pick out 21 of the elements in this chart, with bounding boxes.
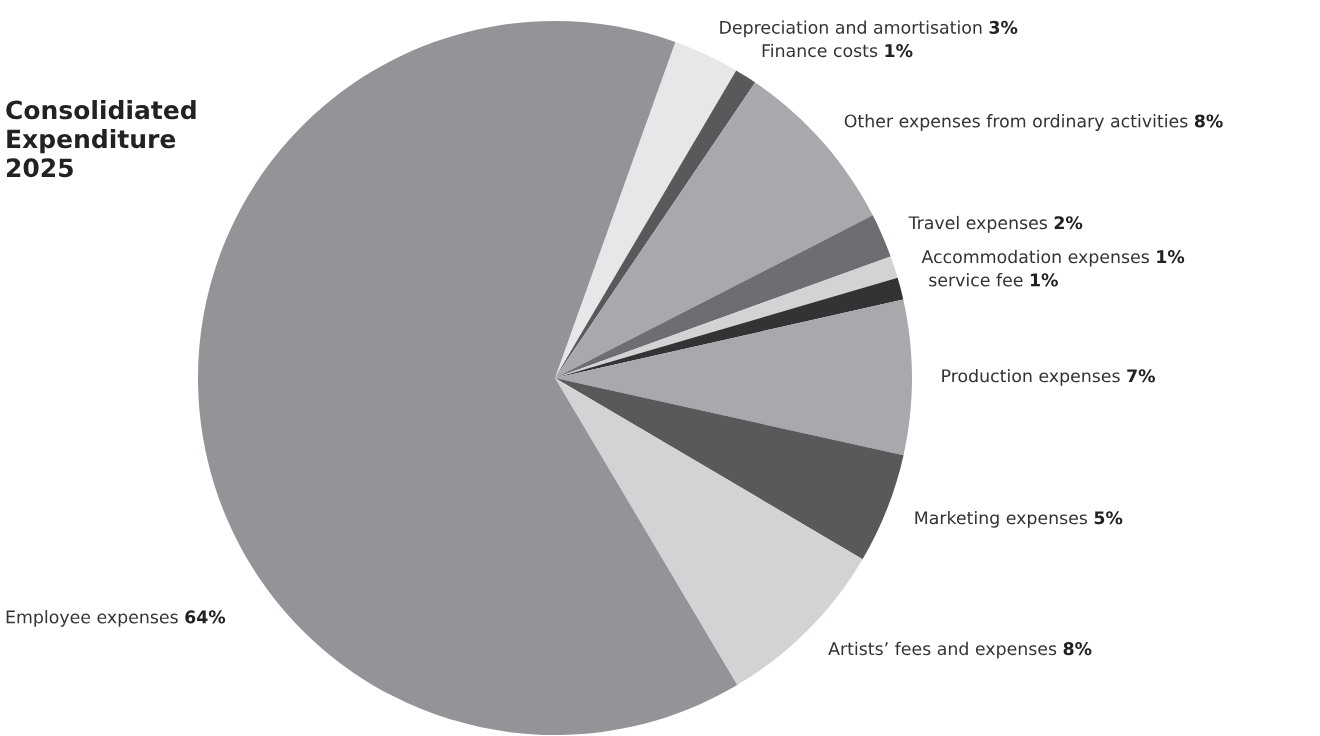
data-label: 5% — [1094, 511, 1123, 525]
data-label: 64% — [185, 610, 226, 624]
slice-label: Other expenses from ordinary activities — [844, 114, 1188, 131]
slice-label: Marketing expenses — [915, 510, 1088, 528]
data-label: 1% — [885, 44, 913, 58]
data-label: 1% — [1157, 250, 1185, 264]
slice-label: service fee — [929, 273, 1023, 287]
slice-label: Artists’ fees and expenses — [828, 641, 1057, 659]
slice-label: Travel expenses — [908, 215, 1047, 233]
data-label: 3% — [989, 20, 1018, 34]
data-label: 8% — [1063, 642, 1092, 656]
slice-label: Accommodation expenses — [921, 249, 1149, 267]
text: Consolidiated Expenditure 2025 — [6, 100, 196, 178]
slice-label: Depreciation and amortisation — [720, 20, 982, 38]
slice-label: Production expenses — [942, 368, 1120, 386]
slice-label: Finance costs — [762, 43, 878, 58]
data-label: 8% — [1194, 114, 1223, 128]
data-label: 7% — [1127, 369, 1156, 383]
data-label: 1% — [1030, 273, 1058, 287]
slice-label: Employee expenses — [6, 610, 178, 627]
data-label: 2% — [1054, 216, 1083, 230]
